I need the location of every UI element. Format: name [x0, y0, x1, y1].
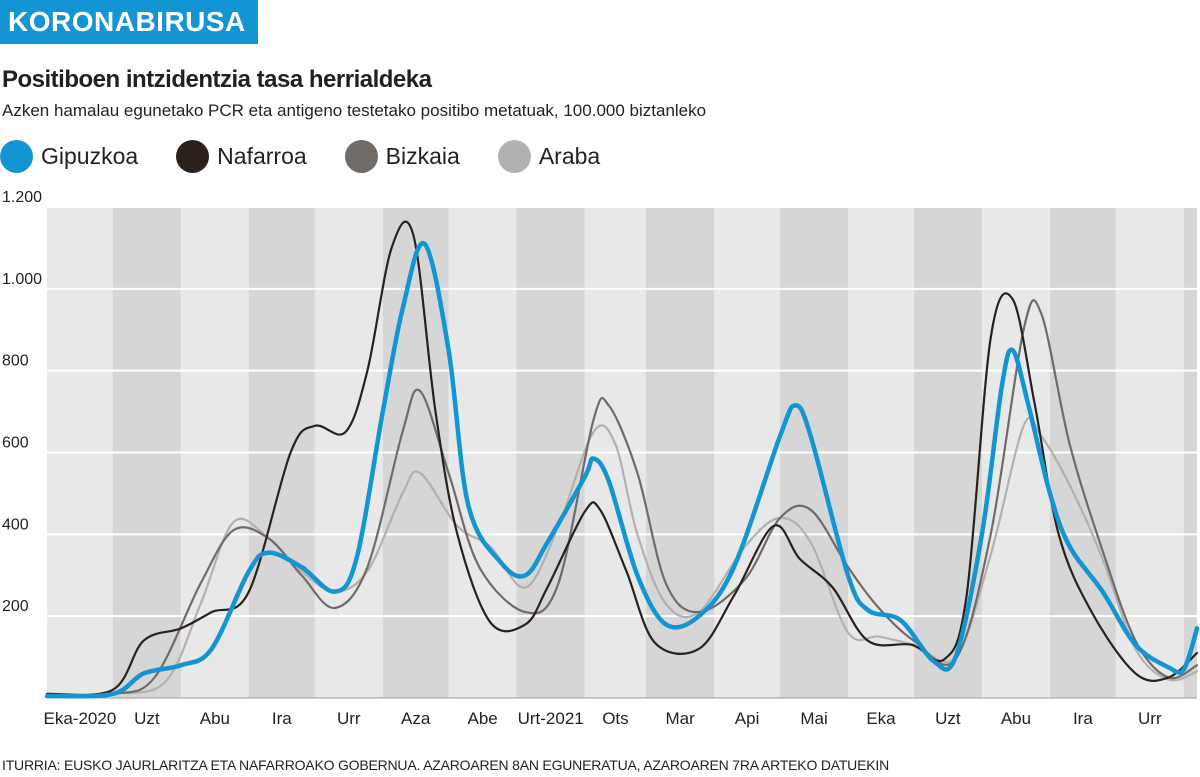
x-tick-label: Abu	[200, 709, 230, 728]
x-tick-label: Abe	[468, 709, 498, 728]
legend-label: Araba	[538, 142, 601, 169]
x-tick-label: Abu	[1001, 709, 1031, 728]
series-line-bizkaia	[45, 299, 1199, 698]
chart-subtitle: Azken hamalau egunetako PCR eta antigeno…	[2, 101, 707, 120]
line-chart: 200 400 600 800 1.000 1.200 Eka-2020 Uzt Abu Ira U…	[0, 190, 1200, 728]
x-tick-label: Api	[735, 709, 760, 728]
section-kicker: KORONABIRUSA	[0, 0, 258, 44]
y-tick-label: 800	[2, 353, 29, 370]
x-tick-label: Aza	[401, 709, 431, 728]
series-line-nafarroa	[45, 220, 1199, 697]
legend-swatch	[176, 139, 210, 173]
legend-label: Gipuzkoa	[41, 142, 139, 169]
x-tick-label: Ira	[272, 709, 292, 728]
legend-item-araba: Araba	[497, 139, 601, 173]
legend-swatch	[497, 139, 531, 173]
y-tick-label: 600	[2, 435, 29, 452]
chart-title: Positiboen intzidentzia tasa herrialdeka	[2, 66, 432, 93]
legend-item-nafarroa: Nafarroa	[176, 139, 307, 173]
y-tick-label: 1.000	[2, 271, 42, 288]
x-tick-label: Mai	[800, 709, 827, 728]
y-tick-label: 1.200	[2, 190, 42, 206]
legend-swatch	[344, 139, 378, 173]
chart-legend: Gipuzkoa Nafarroa Bizkaia Araba	[0, 138, 638, 174]
x-tick-label: Urr	[337, 709, 361, 728]
x-tick-label: Mar	[666, 709, 696, 728]
x-tick-label: Urr	[1138, 709, 1162, 728]
y-tick-label: 200	[2, 598, 29, 615]
series-line-gipuzkoa	[44, 240, 1200, 699]
x-tick-label: Ots	[602, 709, 628, 728]
x-tick-label: Uzt	[134, 709, 160, 728]
legend-swatch	[0, 139, 33, 173]
legend-label: Bizkaia	[385, 142, 460, 169]
legend-item-gipuzkoa: Gipuzkoa	[0, 139, 139, 173]
legend-item-bizkaia: Bizkaia	[344, 139, 460, 173]
y-tick-label: 400	[2, 516, 29, 533]
x-tick-label: Ira	[1073, 709, 1093, 728]
x-tick-label: Uzt	[935, 709, 961, 728]
x-tick-label: Urt-2021	[518, 709, 584, 728]
source-note: ITURRIA: EUSKO JAURLARITZA ETA NAFARROAK…	[2, 757, 889, 773]
legend-label: Nafarroa	[217, 142, 307, 169]
x-tick-label: Eka	[866, 709, 896, 728]
x-tick-label: Eka-2020	[44, 709, 117, 728]
